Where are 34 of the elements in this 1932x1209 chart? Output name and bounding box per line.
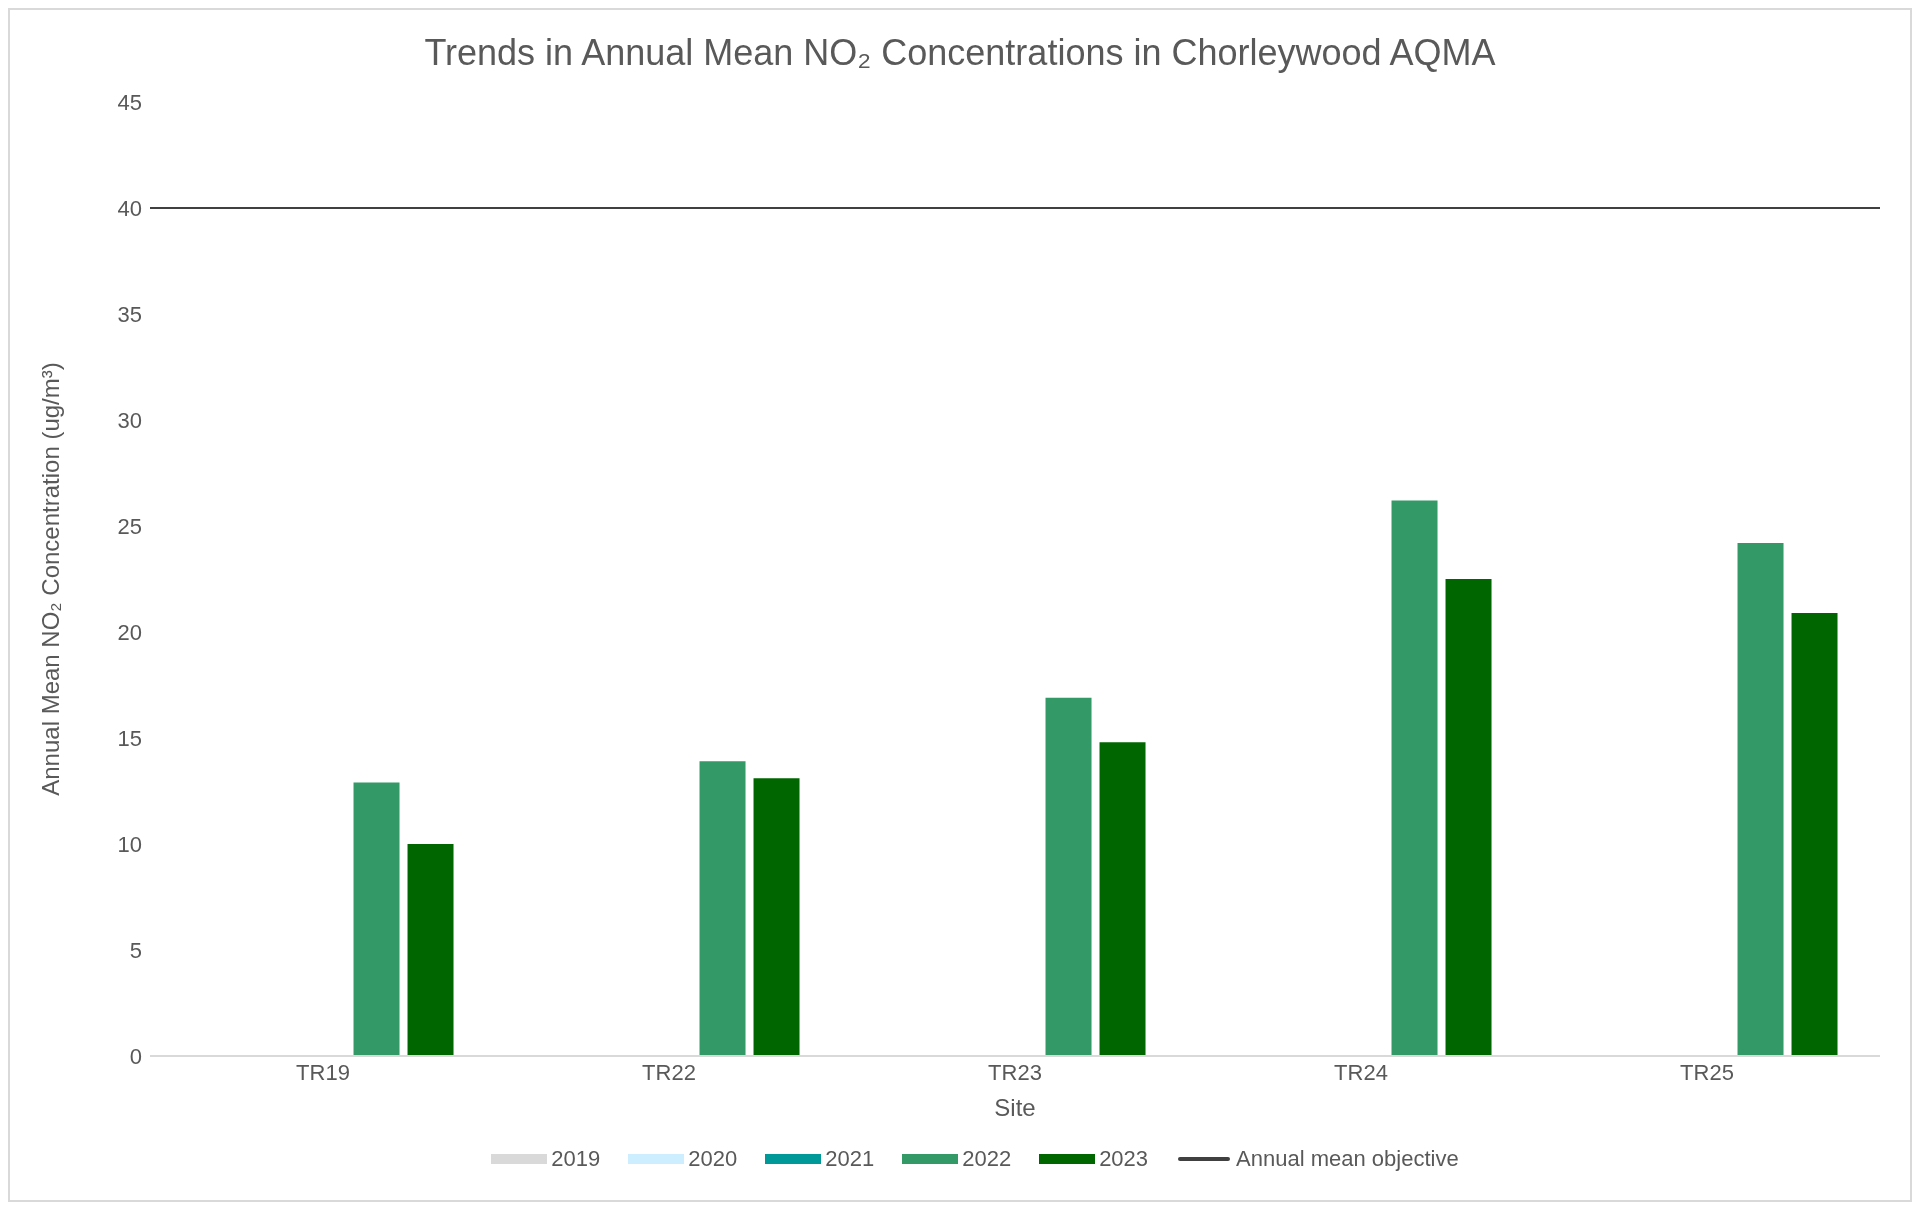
legend-label: 2019 <box>551 1146 601 1172</box>
y-tick-label: 10 <box>117 831 142 857</box>
y-axis-title: Annual Mean NO₂ Concentration (ug/m³) <box>36 362 64 796</box>
y-tick-label: 5 <box>129 937 142 963</box>
bar <box>753 778 800 1056</box>
bar <box>1445 579 1492 1056</box>
bar <box>407 844 454 1056</box>
bar <box>1099 742 1146 1056</box>
legend-label: 2020 <box>688 1146 738 1172</box>
y-tick-label: 0 <box>129 1043 142 1069</box>
bar <box>1791 612 1838 1056</box>
bar <box>1737 542 1784 1056</box>
y-tick-label: 45 <box>117 89 142 115</box>
y-tick-label: 15 <box>117 725 142 751</box>
x-tick-label: TR25 <box>1680 1059 1734 1085</box>
chart-title: Trends in Annual Mean NO₂ Concentrations in Chorleywood AQMA <box>424 32 1496 73</box>
legend-label: Annual mean objective <box>1236 1146 1459 1172</box>
x-tick-label: TR24 <box>1334 1059 1388 1085</box>
x-tick-label: TR22 <box>642 1059 696 1085</box>
y-tick-label: 20 <box>117 619 142 645</box>
bar <box>699 761 746 1056</box>
legend-label: 2022 <box>962 1146 1012 1172</box>
y-tick-label: 35 <box>117 301 142 327</box>
y-tick-label: 40 <box>117 195 142 221</box>
bar <box>1391 500 1438 1056</box>
bar <box>1045 697 1092 1056</box>
bar <box>353 782 400 1056</box>
legend-label: 2023 <box>1099 1146 1149 1172</box>
x-axis-title: Site <box>994 1094 1036 1121</box>
x-tick-label: TR19 <box>296 1059 350 1085</box>
y-tick-label: 30 <box>117 407 142 433</box>
y-tick-label: 25 <box>117 513 142 539</box>
x-tick-label: TR23 <box>988 1059 1042 1085</box>
legend-label: 2021 <box>825 1146 875 1172</box>
